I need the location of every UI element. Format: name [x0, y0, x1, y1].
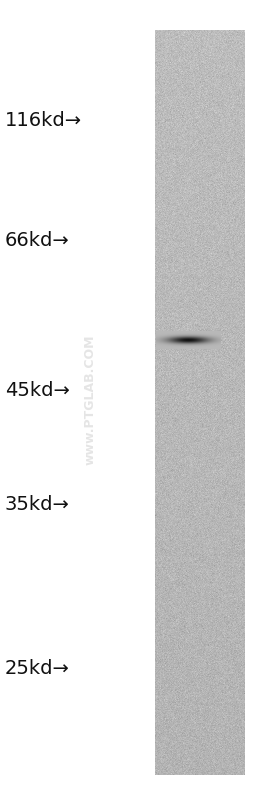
Text: 45kd→: 45kd→ — [5, 380, 70, 400]
Text: 25kd→: 25kd→ — [5, 658, 70, 678]
Text: 35kd→: 35kd→ — [5, 495, 70, 515]
Text: 116kd→: 116kd→ — [5, 110, 82, 129]
Text: 66kd→: 66kd→ — [5, 230, 70, 249]
Text: www.PTGLAB.COM: www.PTGLAB.COM — [83, 334, 97, 465]
